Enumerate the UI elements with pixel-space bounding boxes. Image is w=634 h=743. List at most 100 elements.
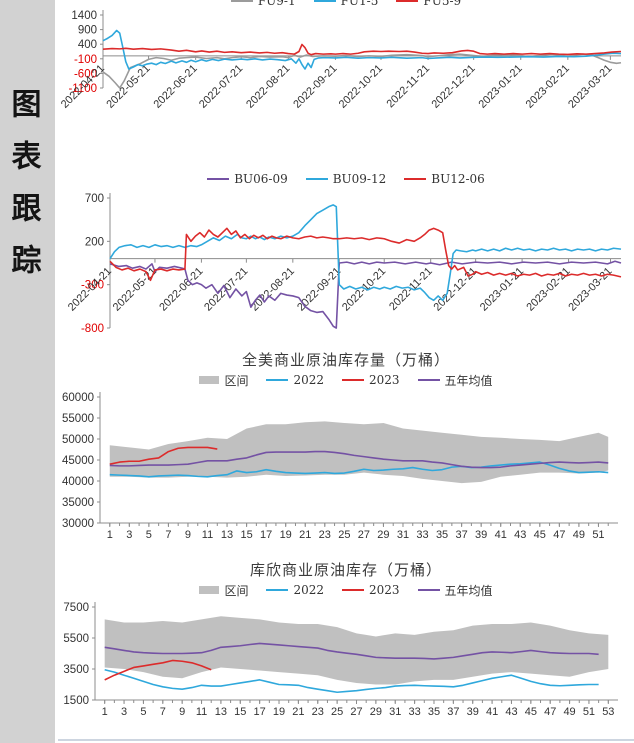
chart-bu-legend: BU06-09 BU09-12 BU12-06 (58, 170, 634, 188)
svg-text:15: 15 (234, 706, 246, 718)
svg-text:19: 19 (280, 529, 292, 541)
svg-text:5500: 5500 (63, 633, 89, 645)
line-swatch (396, 0, 419, 2)
svg-text:31: 31 (389, 706, 401, 718)
svg-text:2022-06-21: 2022-06-21 (157, 265, 205, 313)
svg-text:37: 37 (455, 529, 467, 541)
svg-text:3: 3 (126, 529, 132, 541)
svg-text:7: 7 (165, 529, 171, 541)
chart-fu-spreads: FU9-1 FU1-5 FU5-9 1400 900 400 -100 -600 -1100 2… (58, 0, 634, 140)
svg-text:5: 5 (140, 706, 146, 718)
svg-text:2022-06-21: 2022-06-21 (152, 63, 200, 111)
svg-text:2022-10-21: 2022-10-21 (340, 265, 388, 313)
svg-text:33: 33 (408, 706, 420, 718)
line-swatch (417, 589, 440, 591)
band-swatch (199, 376, 220, 384)
line-swatch (313, 0, 336, 2)
line-swatch (266, 589, 289, 591)
legend-label: 2023 (369, 373, 400, 387)
legend-label: 五年均值 (444, 583, 493, 598)
chart-bu-spreads: BU06-09 BU09-12 BU12-06 700 200 -300 -800 2022… (58, 170, 634, 343)
legend-label: 2022 (293, 373, 324, 387)
svg-text:2022-09-21: 2022-09-21 (291, 63, 339, 111)
svg-text:45000: 45000 (62, 455, 94, 467)
line-swatch (342, 589, 364, 591)
svg-text:39: 39 (475, 529, 487, 541)
svg-text:15: 15 (240, 529, 252, 541)
svg-text:37: 37 (447, 706, 459, 718)
svg-text:47: 47 (544, 706, 556, 718)
section-divider (58, 739, 634, 741)
svg-text:11: 11 (202, 529, 213, 541)
svg-text:35: 35 (436, 529, 448, 541)
chart-fu-legend: FU9-1 FU1-5 FU5-9 (58, 0, 634, 10)
legend-label: 2022 (293, 583, 324, 597)
svg-text:2022-11-21: 2022-11-21 (385, 63, 433, 111)
svg-text:17: 17 (260, 529, 272, 541)
svg-text:43: 43 (514, 529, 526, 541)
svg-text:45: 45 (534, 529, 546, 541)
svg-text:41: 41 (486, 706, 498, 718)
svg-text:33: 33 (416, 529, 428, 541)
svg-text:2022-10-21: 2022-10-21 (337, 63, 385, 111)
legend-item: FU9-1 (230, 0, 296, 8)
svg-text:1: 1 (107, 529, 113, 541)
svg-text:2022-08-21: 2022-08-21 (249, 265, 297, 313)
svg-text:7500: 7500 (63, 602, 89, 614)
chart-fu-plot: 1400 900 400 -100 -600 -1100 2022-04-21 2022-05… (58, 0, 634, 140)
svg-text:2023-01-21: 2023-01-21 (477, 63, 525, 111)
svg-text:2022-05-21: 2022-05-21 (111, 265, 159, 313)
svg-text:27: 27 (350, 706, 362, 718)
svg-text:19: 19 (273, 706, 285, 718)
svg-text:9: 9 (179, 706, 185, 718)
svg-text:2022-12-21: 2022-12-21 (429, 63, 477, 111)
svg-text:400: 400 (78, 39, 97, 51)
svg-text:-600: -600 (74, 68, 97, 80)
svg-text:13: 13 (221, 529, 233, 541)
legend-label: FU1-5 (340, 0, 379, 8)
line-swatch (207, 178, 230, 180)
legend-label: BU09-12 (332, 172, 387, 186)
svg-text:27: 27 (358, 529, 370, 541)
svg-text:1: 1 (102, 706, 108, 718)
legend-label: 区间 (224, 583, 249, 598)
legend-label: BU12-06 (431, 172, 485, 186)
chart-bu-plot: 700 200 -300 -800 2022-04-21 2022-05-21 2022-0… (58, 188, 634, 343)
legend-label: 2023 (369, 583, 400, 597)
svg-text:900: 900 (78, 25, 97, 37)
svg-text:2023-03-21: 2023-03-21 (566, 63, 614, 111)
line-swatch (266, 379, 289, 381)
legend-item: 2023 (342, 583, 400, 597)
svg-text:55000: 55000 (62, 413, 94, 425)
charts-column: FU9-1 FU1-5 FU5-9 1400 900 400 -100 -600 -1100 2… (55, 0, 634, 743)
svg-text:41: 41 (495, 529, 507, 541)
svg-text:-300: -300 (81, 280, 104, 292)
left-sidebar: 图表跟踪 (0, 0, 55, 743)
svg-text:35: 35 (428, 706, 440, 718)
svg-text:50000: 50000 (62, 434, 94, 446)
svg-text:35000: 35000 (62, 497, 94, 509)
svg-text:200: 200 (85, 236, 104, 248)
chart-us-crude-plot: 60000 55000 50000 45000 40000 35000 30000 1 3 5 7 9… (58, 389, 634, 549)
svg-text:2022-04-21: 2022-04-21 (66, 265, 114, 313)
svg-text:23: 23 (312, 706, 324, 718)
svg-text:1400: 1400 (71, 10, 97, 22)
chart-cushing-inventory: 库欣商业原油库存（万桶） 区间 2022 2023 五年均值 7500 5500 3500… (58, 559, 634, 727)
svg-text:2022-08-21: 2022-08-21 (244, 63, 292, 111)
legend-label: FU9-1 (257, 0, 296, 8)
svg-text:11: 11 (196, 706, 207, 718)
chart-cushing-title: 库欣商业原油库存（万桶） (249, 561, 442, 579)
svg-text:43: 43 (505, 706, 517, 718)
legend-item: BU09-12 (305, 172, 387, 186)
svg-text:-100: -100 (74, 54, 97, 66)
legend-label: BU06-09 (234, 172, 288, 186)
svg-text:29: 29 (370, 706, 382, 718)
svg-text:23: 23 (319, 529, 331, 541)
svg-text:1500: 1500 (63, 695, 89, 707)
chart-us-crude-inventory: 全美商业原油库存量（万桶） 区间 2022 2023 五年均值 60000 55000 5… (58, 349, 634, 549)
legend-label: 区间 (224, 373, 249, 388)
svg-text:47: 47 (553, 529, 565, 541)
line-swatch (417, 379, 440, 381)
chart-us-crude-legend: 区间 2022 2023 五年均值 (58, 371, 634, 389)
legend-item: BU12-06 (404, 172, 485, 186)
